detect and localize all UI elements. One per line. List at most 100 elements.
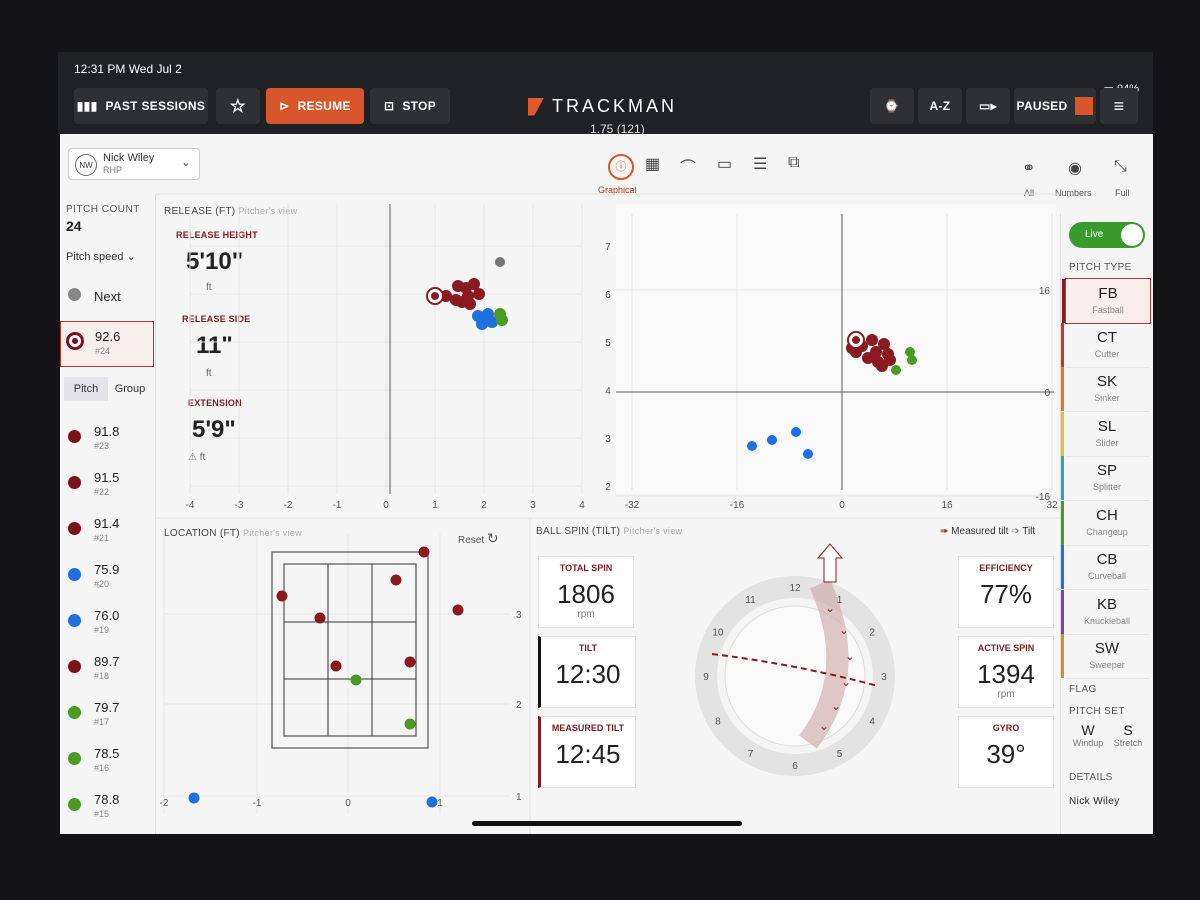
trajectory-view-icon[interactable]: ⌒ <box>680 160 697 177</box>
pitch-type-name: Changeup <box>1086 526 1128 537</box>
release-height-value: 5'10" <box>186 248 244 275</box>
player-selector[interactable]: NW Nick Wiley RHP ⌄ <box>68 148 200 180</box>
pitch-type-sk[interactable]: SK Sinker <box>1061 367 1149 412</box>
metric-select[interactable]: Pitch speed ⌄ <box>66 250 136 263</box>
group-tab[interactable]: Group <box>114 383 146 395</box>
pitch-dot-icon <box>68 614 81 627</box>
player-avatar: NW <box>75 154 97 176</box>
pitch-number: #21 <box>94 533 110 543</box>
live-toggle[interactable]: Live <box>1069 222 1145 248</box>
pitch-type-abbr: SP <box>1096 462 1117 479</box>
resume-button[interactable]: ⊳ RESUME <box>266 88 364 124</box>
stop-icon: ⊡ <box>383 99 395 113</box>
movement-point-fastball <box>876 360 888 372</box>
pitch-row[interactable]: 75.9 #20 <box>60 556 155 600</box>
movement-point-selected <box>847 331 865 349</box>
pitch-type-kb[interactable]: KB Knuckleball <box>1061 589 1149 635</box>
paused-button[interactable]: PAUSED <box>1014 88 1096 124</box>
graphical-view-icon[interactable]: ⓘ <box>608 154 634 180</box>
pitch-row[interactable]: 78.5 #16 <box>60 740 155 784</box>
menu-button[interactable]: ≡ <box>1100 88 1138 124</box>
spin-clock-face <box>717 598 873 754</box>
pitch-row[interactable]: 91.8 #23 <box>60 418 155 462</box>
spin-clock-hour: 11 <box>745 595 756 606</box>
pitch-type-cb[interactable]: CB Curveball <box>1061 545 1149 590</box>
release-view: Pitcher's view <box>238 206 298 216</box>
pitch-number: #18 <box>94 671 110 681</box>
release-x-tick: -1 <box>333 500 342 511</box>
movement-point-fastball <box>850 346 862 358</box>
pitch-type-color-bar <box>1061 500 1064 545</box>
pitch-type-sp[interactable]: SP Splitter <box>1061 456 1149 501</box>
spin-direction-chevron-icon: ⌄ <box>841 675 851 689</box>
windup-label: Windup <box>1072 738 1104 748</box>
release-x-tick: -4 <box>186 500 195 511</box>
pitch-dot-icon <box>68 706 81 719</box>
selected-pitch-row[interactable]: 92.6 #24 <box>60 321 154 367</box>
eye-icon[interactable]: ◉ <box>1068 160 1082 177</box>
release-point-selected-core <box>431 292 439 300</box>
next-pitch-row[interactable]: Next <box>60 276 155 320</box>
pitch-type-name: Cutter <box>1094 348 1120 359</box>
reset-button[interactable]: Reset ↻ <box>458 530 499 547</box>
reset-label: Reset <box>458 535 485 546</box>
pitch-type-fb[interactable]: FB Fastball <box>1062 278 1151 324</box>
video-view-icon[interactable]: ▭ <box>717 156 733 173</box>
hb-unit: in <box>668 374 676 385</box>
list-view-icon[interactable]: ☰ <box>753 156 768 173</box>
fullscreen-icon[interactable]: ⤡ <box>1114 158 1127 175</box>
release-ticks: -4 -3 -2 -1 0 1 2 3 4 7 6 5 4 3 2 <box>186 242 612 511</box>
release-y-tick: 6 <box>605 290 611 301</box>
pitch-type-color-bar <box>1061 456 1064 500</box>
past-sessions-button[interactable]: ▮▮▮ PAST SESSIONS <box>74 88 208 124</box>
pitch-dot-icon <box>68 660 81 673</box>
pitch-row[interactable]: 78.8 #15 <box>60 786 155 830</box>
active-spin-card: ACTIVE SPIN 1394 rpm <box>958 636 1054 708</box>
watch-button[interactable]: ⌚ <box>870 88 914 124</box>
release-point-selected <box>426 287 444 305</box>
star-icon: ☆ <box>229 95 247 116</box>
windup-option[interactable]: W Windup <box>1067 722 1109 758</box>
release-point-changeup <box>496 314 508 326</box>
pitch-type-sw[interactable]: SW Sweeper <box>1061 634 1149 679</box>
location-point-fastball <box>314 612 326 624</box>
location-point-fastball <box>390 574 402 586</box>
grid-view-icon[interactable]: ▦ <box>645 156 661 173</box>
sort-az-button[interactable]: A-Z <box>918 88 962 124</box>
location-grid <box>163 534 510 814</box>
all-toggle-icon[interactable]: ⚭ <box>1022 160 1036 177</box>
pitch-type-sl[interactable]: SL Slider <box>1061 411 1149 457</box>
active-spin-unit: rpm <box>997 689 1015 700</box>
pitch-speed: 78.8 <box>94 792 120 807</box>
stretch-option[interactable]: S Stretch <box>1107 722 1149 758</box>
release-grid <box>189 204 583 494</box>
movement-point-curveball <box>803 449 813 459</box>
pitch-row[interactable]: 91.5 #22 <box>60 464 155 508</box>
pitch-dot-icon <box>68 476 81 489</box>
pitch-row[interactable]: 79.7 #17 <box>60 694 155 738</box>
reset-icon: ↻ <box>486 530 499 546</box>
movement-y-tick: 0 <box>1044 388 1050 399</box>
camera-button[interactable]: ▭▸ <box>966 88 1010 124</box>
pitch-type-abbr: CH <box>1096 506 1118 524</box>
overlay-view-icon[interactable]: ⧉ <box>788 154 800 171</box>
pitch-type-ct[interactable]: CT Cutter <box>1061 322 1149 368</box>
movement-x-tick: -16 <box>730 500 745 511</box>
tilt-value: 12:30 <box>555 659 621 689</box>
spin-view: Pitcher's view <box>623 526 683 536</box>
stop-button[interactable]: ⊡ STOP <box>370 88 450 124</box>
pitch-row[interactable]: 89.7 #18 <box>60 648 155 692</box>
pitch-type-color-bar <box>1061 545 1064 589</box>
movement-point-changeup <box>905 347 915 357</box>
location-panel-title: LOCATION (FT) Pitcher's view <box>164 528 302 539</box>
pitch-tab[interactable]: Pitch <box>64 377 108 401</box>
pitch-count-label: PITCH COUNT <box>66 204 140 215</box>
release-x-tick: -2 <box>284 500 293 511</box>
location-y-tick: 3 <box>516 610 522 621</box>
release-point-fastball <box>473 288 485 300</box>
favorite-button[interactable]: ☆ <box>216 88 260 124</box>
pitch-row[interactable]: 76.0 #19 <box>60 602 155 646</box>
pitch-row[interactable]: 91.4 #21 <box>60 510 155 554</box>
location-title: LOCATION (FT) <box>164 528 240 539</box>
pitch-type-ch[interactable]: CH Changeup <box>1061 500 1149 546</box>
